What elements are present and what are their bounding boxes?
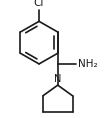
Text: N: N [54,74,61,84]
Text: NH₂: NH₂ [78,59,98,69]
Text: Cl: Cl [34,0,44,8]
